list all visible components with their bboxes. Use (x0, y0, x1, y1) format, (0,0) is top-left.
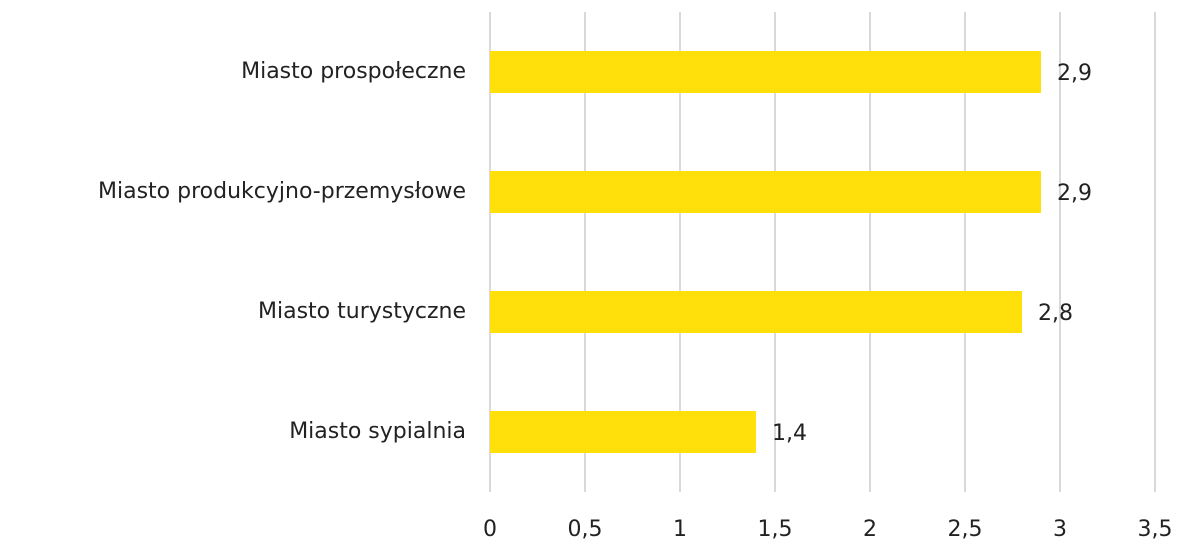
bar (490, 291, 1022, 333)
y-tick-label: Miasto sypialnia (289, 419, 466, 444)
bar (490, 411, 756, 453)
y-tick-label: Miasto produkcyjno-przemysłowe (98, 179, 466, 204)
data-label: 2,8 (1038, 301, 1073, 326)
data-label: 2,9 (1057, 61, 1092, 86)
x-tick-label: 1 (673, 517, 687, 542)
bar (490, 51, 1041, 93)
x-tick-label: 2,5 (948, 517, 983, 542)
data-label: 1,4 (772, 421, 807, 446)
x-tick-label: 1,5 (758, 517, 793, 542)
x-tick-label: 3 (1053, 517, 1067, 542)
bar (490, 171, 1041, 213)
y-tick-label: Miasto prospołeczne (241, 59, 466, 84)
data-label: 2,9 (1057, 181, 1092, 206)
x-tick-label: 3,5 (1138, 517, 1173, 542)
y-tick-label: Miasto turystyczne (258, 299, 466, 324)
x-tick-label: 0,5 (568, 517, 603, 542)
x-tick-label: 2 (863, 517, 877, 542)
x-tick-label: 0 (483, 517, 497, 542)
